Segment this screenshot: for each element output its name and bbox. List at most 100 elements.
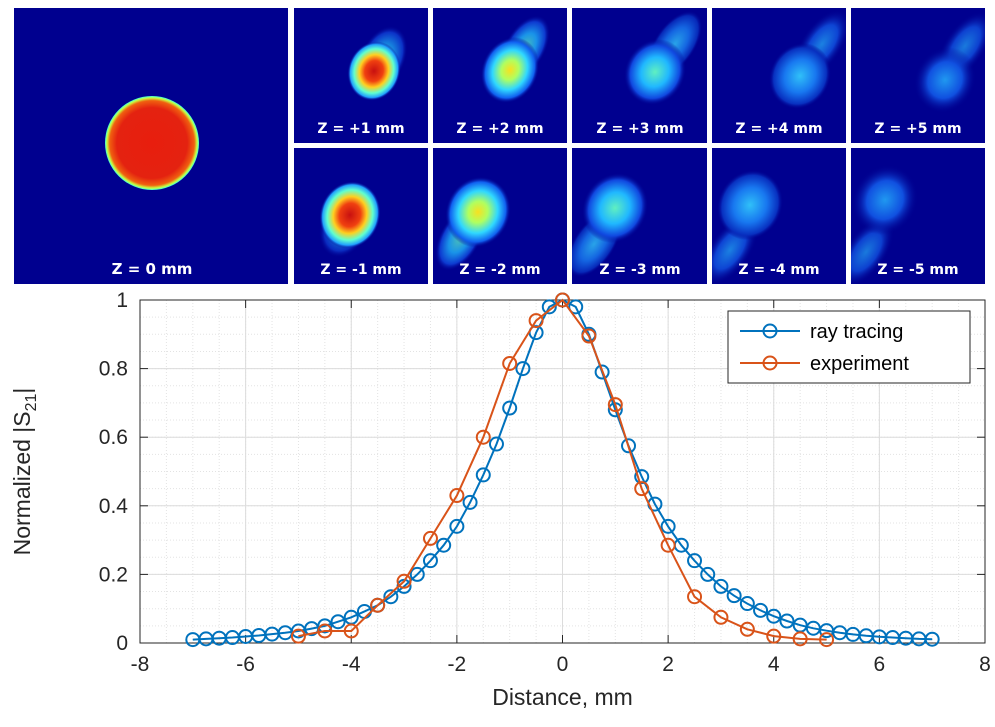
panel-z-plus-1: [294, 8, 428, 143]
data-point: [422, 530, 438, 546]
data-point: [634, 481, 650, 497]
y-axis-label-end: |: [9, 388, 35, 394]
data-point: [753, 602, 769, 618]
legend-marker: [762, 355, 778, 371]
panel-z-minus-1: [294, 148, 428, 284]
legend-marker: [762, 323, 778, 339]
data-point: [581, 328, 597, 344]
beam-spot: [480, 36, 540, 104]
beam-spot: [105, 96, 199, 190]
legend-item: experiment: [740, 353, 909, 375]
data-point: [396, 573, 412, 589]
y-tick-label: 0.2: [99, 563, 128, 586]
beam-spot: [716, 169, 784, 241]
legend-box: [727, 310, 971, 384]
panel-label-z-plus-2: Z = +2 mm: [456, 121, 543, 137]
panel-label-z-plus-4: Z = +4 mm: [735, 121, 822, 137]
series-experiment: [290, 292, 835, 648]
data-point: [739, 596, 755, 612]
beam-spot: [319, 181, 381, 249]
data-point: [621, 438, 637, 454]
s21-profile-chart: -8 -6 -4 -2 0 2 4 6 8 0 0.2 0.4 0.6 0.8 1 Distance, mm…: [0, 285, 995, 722]
panel-label-z-minus-1: Z = -1 mm: [320, 262, 401, 278]
x-tick-label: 8: [979, 653, 991, 676]
panel-z-minus-4: [712, 148, 846, 284]
panel-label-z-plus-1: Z = +1 mm: [317, 121, 404, 137]
beam-spot: [445, 176, 511, 248]
data-point: [317, 623, 333, 639]
x-tick-label: 0: [557, 653, 569, 676]
data-point: [819, 632, 835, 648]
data-point: [766, 628, 782, 644]
panel-z-minus-5: [851, 148, 985, 284]
y-tick-label: 1: [116, 289, 128, 312]
data-point: [462, 494, 478, 510]
data-point: [713, 578, 729, 594]
x-tick-label: 4: [768, 653, 780, 676]
panel-z-0: Z = 0 mm: [14, 8, 288, 284]
panel-z-plus-5: [851, 8, 985, 143]
axis-ticks: [139, 299, 986, 644]
data-point: [383, 589, 399, 605]
y-tick-label: 0.8: [99, 358, 128, 381]
data-point: [568, 299, 584, 315]
x-tick-label: -6: [236, 653, 255, 676]
data-point: [713, 609, 729, 625]
y-axis-label-subscript: 21: [23, 393, 40, 411]
data-point: [726, 588, 742, 604]
data-point: [502, 400, 518, 416]
data-point: [779, 613, 795, 629]
data-point: [700, 566, 716, 582]
data-point: [739, 621, 755, 637]
beam-spot: [623, 38, 687, 106]
beam-spot: [347, 41, 401, 101]
data-point: [370, 597, 386, 613]
data-point: [924, 631, 940, 647]
data-point: [528, 313, 544, 329]
legend-label: ray tracing: [810, 321, 903, 343]
data-point: [687, 589, 703, 605]
data-point: [343, 623, 359, 639]
panel-z-minus-3: [572, 148, 707, 284]
beam-spot: [581, 172, 649, 244]
data-point: [409, 566, 425, 582]
y-axis-label: Normalized |S21|: [9, 388, 40, 556]
beam-spot: [913, 46, 977, 114]
beam-spot: [851, 164, 919, 236]
legend-item: ray tracing: [740, 321, 903, 343]
data-point: [555, 292, 570, 308]
y-tick-label: 0.4: [99, 495, 129, 518]
data-point: [449, 518, 465, 534]
legend: ray tracing experiment: [727, 310, 971, 384]
panel-label-z-0: Z = 0 mm: [112, 260, 193, 278]
beam-profile-panels: Z = 0 mm Z = +1 mm Z = +2 mm Z = +3 mm Z…: [0, 0, 995, 290]
x-axis-label: Distance, mm: [492, 684, 633, 710]
data-point: [660, 518, 676, 534]
x-tick-label: -2: [448, 653, 467, 676]
series-line: [298, 298, 827, 641]
data-point: [687, 553, 703, 569]
chart-canvas: -8 -6 -4 -2 0 2 4 6 8 0 0.2 0.4 0.6 0.8 1 Distance, mm…: [9, 289, 991, 710]
data-point: [475, 429, 491, 445]
data-point: [766, 608, 782, 624]
panel-label-z-minus-3: Z = -3 mm: [599, 262, 680, 278]
data-point: [660, 537, 676, 553]
x-tick-label: -8: [131, 653, 150, 676]
panel-z-plus-3: [572, 8, 707, 143]
series-layer: [185, 292, 940, 648]
data-point: [541, 299, 557, 315]
panel-z-plus-2: [433, 8, 567, 143]
y-axis-label-main: Normalized |S: [9, 411, 35, 555]
data-point: [488, 436, 504, 452]
data-point: [515, 361, 531, 377]
x-tick-label: -4: [342, 653, 361, 676]
panel-label-z-minus-2: Z = -2 mm: [459, 262, 540, 278]
beam-spot: [768, 42, 832, 110]
data-point: [502, 355, 518, 371]
panel-label-z-minus-5: Z = -5 mm: [877, 262, 958, 278]
data-point: [449, 488, 465, 504]
data-point: [290, 628, 306, 644]
tick-labels: -8 -6 -4 -2 0 2 4 6 8 0 0.2 0.4 0.6 0.8 1: [99, 289, 991, 676]
panel-label-z-plus-5: Z = +5 mm: [874, 121, 961, 137]
data-point: [594, 364, 610, 380]
